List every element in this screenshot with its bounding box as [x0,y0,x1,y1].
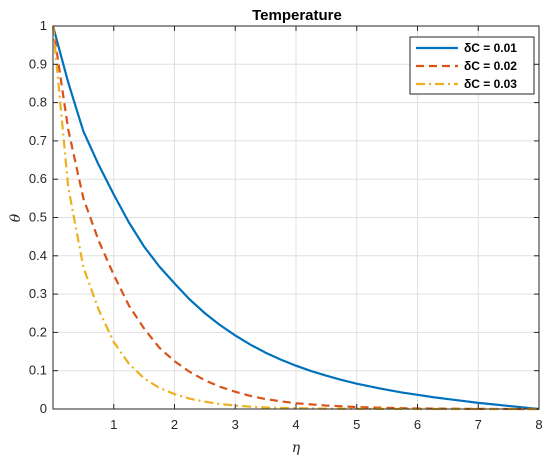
x-tick-label: 5 [353,417,360,432]
legend-entry-3: δC = 0.03 [464,77,517,91]
legend-entry-1: δC = 0.01 [464,41,517,55]
y-tick-label: 0.4 [29,248,47,263]
x-axis-label: η [292,440,301,456]
legend: δC = 0.01 δC = 0.02 δC = 0.03 [409,36,535,95]
x-tick-label: 8 [535,417,542,432]
y-axis-label: θ [8,213,24,222]
series-line-1 [51,25,540,411]
y-tick-label: 0.7 [29,133,47,148]
y-tick-label: 0 [40,401,47,416]
y-tick-label: 0.8 [29,95,47,110]
y-tick-label: 0.6 [29,171,47,186]
x-tick-label: 3 [232,417,239,432]
y-tick-label: 1 [40,18,47,33]
y-tick-label: 0.3 [29,286,47,301]
y-tick-label: 0.2 [29,324,47,339]
x-tick-label: 1 [110,417,117,432]
y-tick-label: 0.5 [29,210,47,225]
chart-title: Temperature [252,7,342,24]
legend-entry-2: δC = 0.02 [464,59,517,73]
y-tick-label: 0.1 [29,363,47,378]
x-tick-label: 4 [292,417,299,432]
x-tick-label: 6 [414,417,421,432]
x-tick-label: 2 [171,417,178,432]
x-tick-label: 7 [475,417,482,432]
tick-layer: 1 2 3 4 5 6 7 8 0 0.1 0.2 0.3 0.4 0.5 0.6 0.7 0.8 0.9 1 [29,18,543,432]
y-tick-label: 0.9 [29,56,47,71]
